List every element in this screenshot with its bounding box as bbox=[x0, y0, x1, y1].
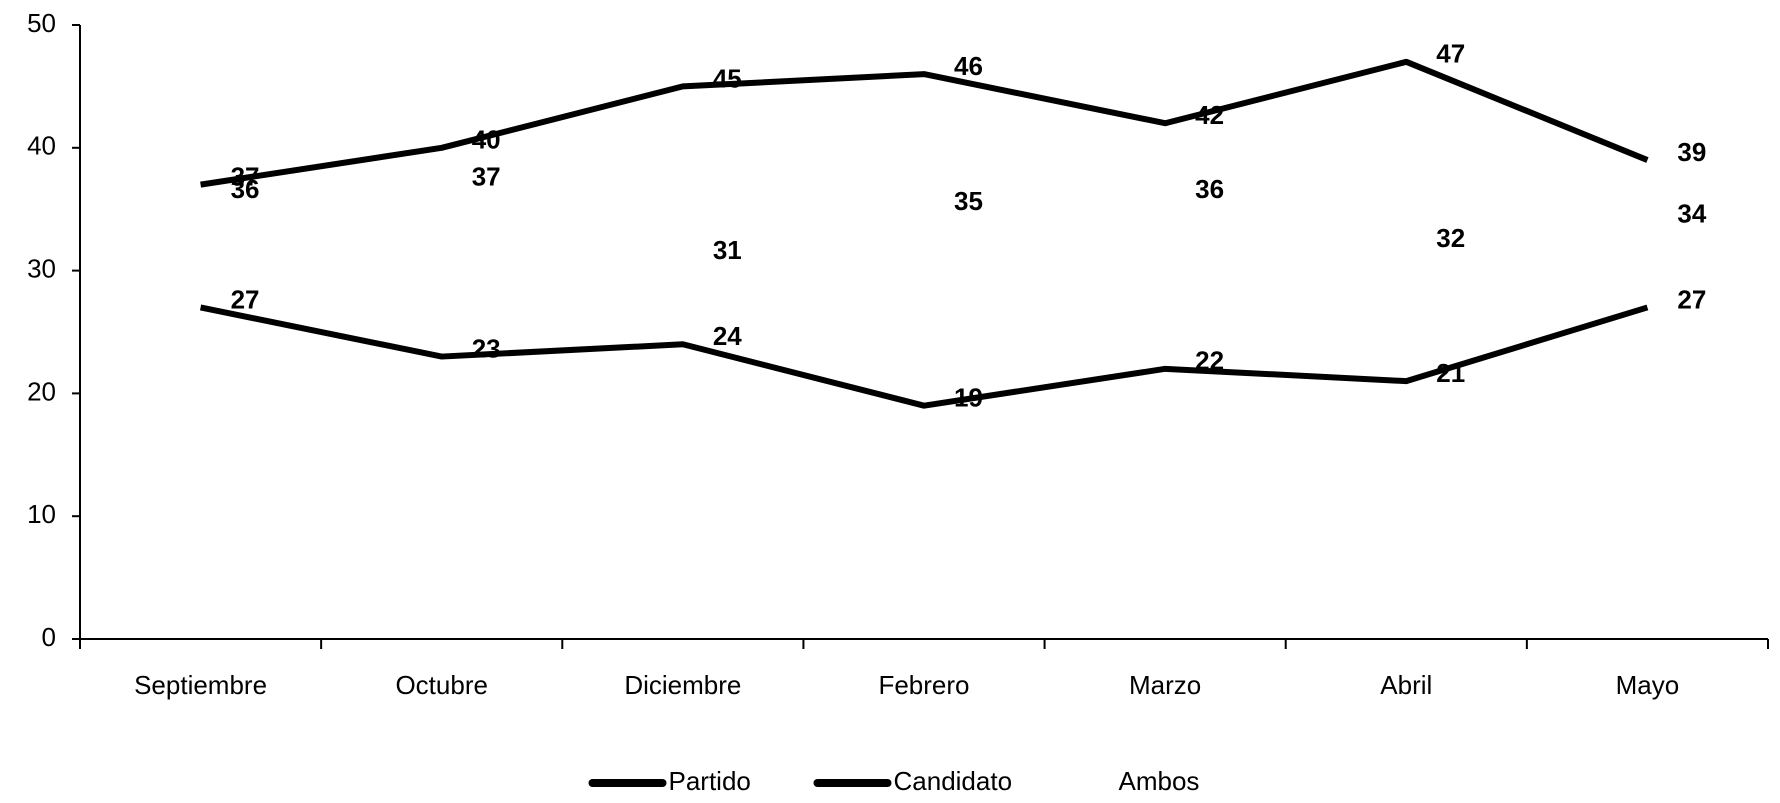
data-label: 39 bbox=[1677, 137, 1706, 167]
data-label: 19 bbox=[954, 383, 983, 413]
data-label: 47 bbox=[1436, 39, 1465, 69]
x-tick-label: Septiembre bbox=[134, 670, 267, 700]
data-label: 40 bbox=[472, 125, 501, 155]
legend-label: Candidato bbox=[894, 766, 1013, 796]
y-tick-label: 20 bbox=[27, 376, 56, 406]
series-line bbox=[200, 58, 1649, 188]
data-label: 42 bbox=[1195, 100, 1224, 130]
x-tick-label: Febrero bbox=[878, 670, 969, 700]
data-label: 36 bbox=[1195, 174, 1224, 204]
data-label: 24 bbox=[713, 321, 742, 351]
x-tick-label: Marzo bbox=[1129, 670, 1201, 700]
data-label: 36 bbox=[231, 174, 260, 204]
legend-label: Partido bbox=[669, 766, 751, 796]
series-line bbox=[200, 181, 1648, 262]
data-label: 35 bbox=[954, 186, 983, 216]
data-label: 21 bbox=[1436, 358, 1465, 388]
x-tick-label: Diciembre bbox=[624, 670, 741, 700]
data-label: 37 bbox=[472, 162, 501, 192]
data-label: 45 bbox=[713, 63, 742, 93]
x-tick-label: Abril bbox=[1380, 670, 1432, 700]
data-label: 31 bbox=[713, 235, 742, 265]
data-label: 46 bbox=[954, 51, 983, 81]
data-label: 22 bbox=[1195, 346, 1224, 376]
series-line bbox=[199, 304, 1649, 409]
x-tick-label: Mayo bbox=[1616, 670, 1680, 700]
y-tick-label: 50 bbox=[27, 8, 56, 38]
data-label: 32 bbox=[1436, 223, 1465, 253]
y-tick-label: 10 bbox=[27, 499, 56, 529]
y-tick-label: 0 bbox=[42, 622, 56, 652]
y-tick-label: 30 bbox=[27, 253, 56, 283]
x-tick-label: Octubre bbox=[395, 670, 488, 700]
data-label: 23 bbox=[472, 333, 501, 363]
y-tick-label: 40 bbox=[27, 131, 56, 161]
data-label: 27 bbox=[1677, 284, 1706, 314]
legend-label: Ambos bbox=[1119, 766, 1200, 796]
data-label: 37 bbox=[231, 162, 260, 192]
data-label: 34 bbox=[1677, 198, 1706, 228]
data-label: 27 bbox=[231, 284, 260, 314]
